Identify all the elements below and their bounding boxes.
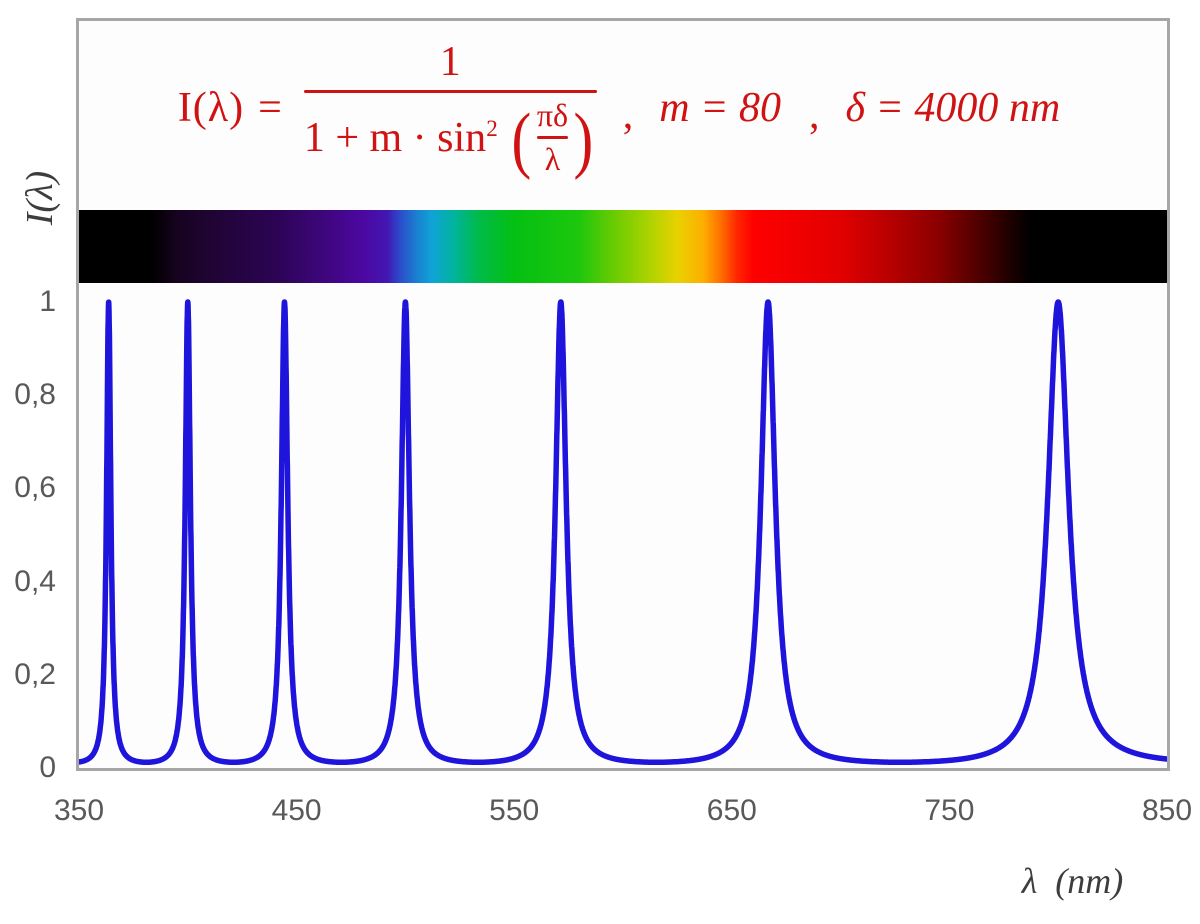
formula-lhs: I(λ)	[177, 85, 245, 132]
x-axis-title: λ (nm)	[1021, 861, 1124, 901]
x-tick-label: 650	[706, 794, 757, 827]
inner-denominator: λ	[544, 140, 561, 177]
formula: I(λ) = 1 1 + m · sin2 ( πδ λ ) , m = 80 …	[79, 39, 1167, 177]
param-delta: δ = 4000 nm	[845, 85, 1061, 132]
formula-equals: =	[258, 85, 282, 132]
intensity-curve	[79, 299, 1167, 765]
formula-fraction: 1 1 + m · sin2 ( πδ λ )	[298, 39, 603, 177]
chart-frame: I(λ) = 1 1 + m · sin2 ( πδ λ ) , m = 80 …	[76, 18, 1170, 771]
x-tick-label: 550	[489, 794, 540, 827]
formula-comma: ,	[808, 92, 820, 139]
y-tick-label: 0,8	[14, 378, 56, 412]
denominator-text: 1 + m · sin2	[303, 114, 498, 161]
x-tick-label: 450	[271, 794, 322, 827]
y-tick-label: 0,4	[14, 564, 56, 598]
spectrum-bar	[79, 210, 1167, 283]
formula-comma: ,	[622, 92, 634, 139]
y-tick-label: 0,6	[14, 471, 56, 505]
y-tick-label: 0,2	[14, 657, 56, 691]
x-tick-label: 350	[53, 794, 105, 827]
curve-path	[79, 299, 1167, 765]
x-tick-label: 850	[1141, 794, 1193, 827]
formula-numerator: 1	[439, 39, 461, 85]
y-axis-title: I(λ)	[19, 170, 61, 226]
fraction-bar	[303, 90, 597, 94]
inner-fraction-bar	[536, 136, 569, 139]
x-tick-label: 750	[924, 794, 975, 827]
param-m: m = 80	[659, 85, 781, 132]
inner-numerator: πδ	[536, 97, 569, 134]
y-tick-label: 1	[39, 285, 56, 318]
y-tick-label: 0	[39, 751, 56, 784]
formula-denominator: 1 + m · sin2 ( πδ λ )	[303, 97, 594, 181]
inner-fraction: πδ λ	[535, 97, 570, 177]
